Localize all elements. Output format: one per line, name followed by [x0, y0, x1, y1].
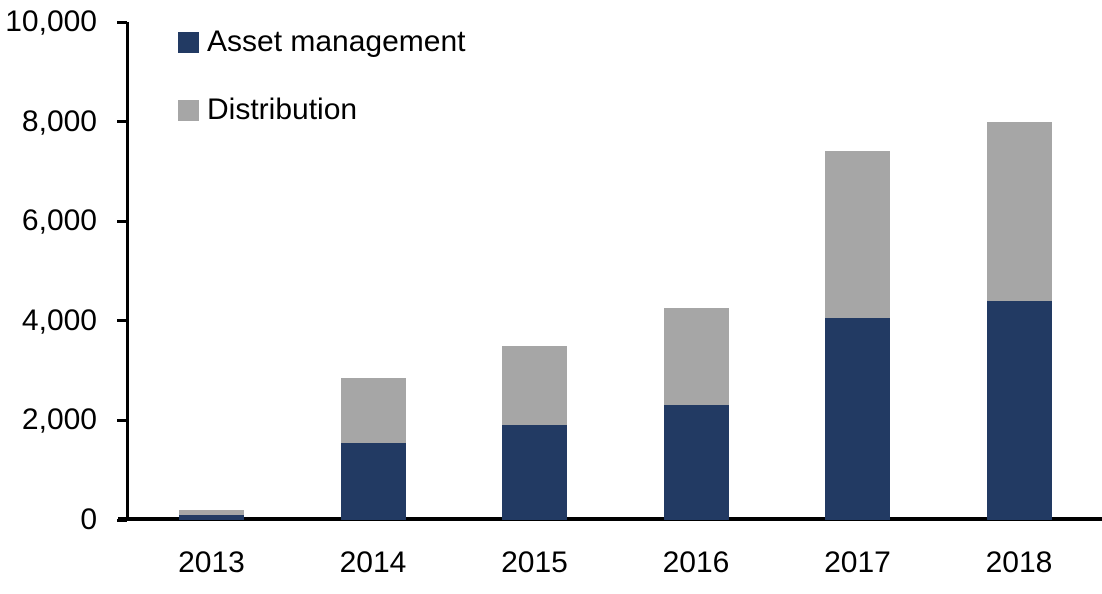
y-axis-tick-8,000 [117, 120, 127, 124]
bar-segment-asset-management-2013 [179, 515, 244, 520]
bar-segment-asset-management-2015 [502, 425, 567, 520]
bar-segment-distribution-2013 [179, 510, 244, 515]
x-axis-label-2015: 2015 [501, 546, 568, 579]
bar-segment-asset-management-2014 [340, 442, 406, 520]
y-axis-label-6,000: 6,000 [21, 204, 97, 238]
bar-segment-asset-management-2016 [663, 405, 729, 520]
bar-segment-distribution-2018 [986, 121, 1052, 301]
y-axis-tick-6,000 [117, 219, 127, 223]
y-axis-label-10,000: 10,000 [5, 5, 97, 38]
y-axis-line [126, 22, 129, 521]
legend-swatch-asset-management [178, 31, 199, 53]
y-axis-label-2,000: 2,000 [21, 403, 97, 437]
x-axis-label-2018: 2018 [985, 546, 1053, 579]
bar-segment-asset-management-2018 [986, 300, 1052, 520]
bar-segment-asset-management-2017 [825, 318, 890, 520]
bar-segment-distribution-2017 [825, 151, 890, 319]
x-axis-line [118, 517, 1102, 521]
bar-segment-distribution-2016 [663, 308, 729, 406]
x-axis-label-2016: 2016 [662, 546, 730, 579]
legend-swatch-distribution [178, 99, 199, 121]
legend: Asset management Distribution [178, 27, 465, 167]
legend-label-distribution: Distribution [207, 93, 358, 126]
y-axis-label-4,000: 4,000 [21, 303, 97, 337]
legend-item-asset-management: Asset management [178, 27, 465, 57]
legend-item-distribution: Distribution [178, 95, 465, 125]
x-axis-label-2014: 2014 [339, 546, 407, 579]
y-axis-tick-4,000 [117, 319, 127, 323]
bar-segment-distribution-2014 [340, 378, 406, 443]
y-axis-label-0: 0 [80, 503, 97, 536]
x-axis-label-2013: 2013 [178, 546, 245, 579]
x-axis-label-2017: 2017 [824, 546, 891, 579]
y-axis-tick-10,000 [117, 20, 127, 24]
y-axis-tick-2,000 [117, 418, 127, 422]
bar-segment-distribution-2015 [502, 345, 567, 426]
y-axis-tick-0 [117, 518, 127, 522]
y-axis-label-8,000: 8,000 [21, 104, 97, 138]
legend-label-asset-management: Asset management [207, 25, 466, 58]
